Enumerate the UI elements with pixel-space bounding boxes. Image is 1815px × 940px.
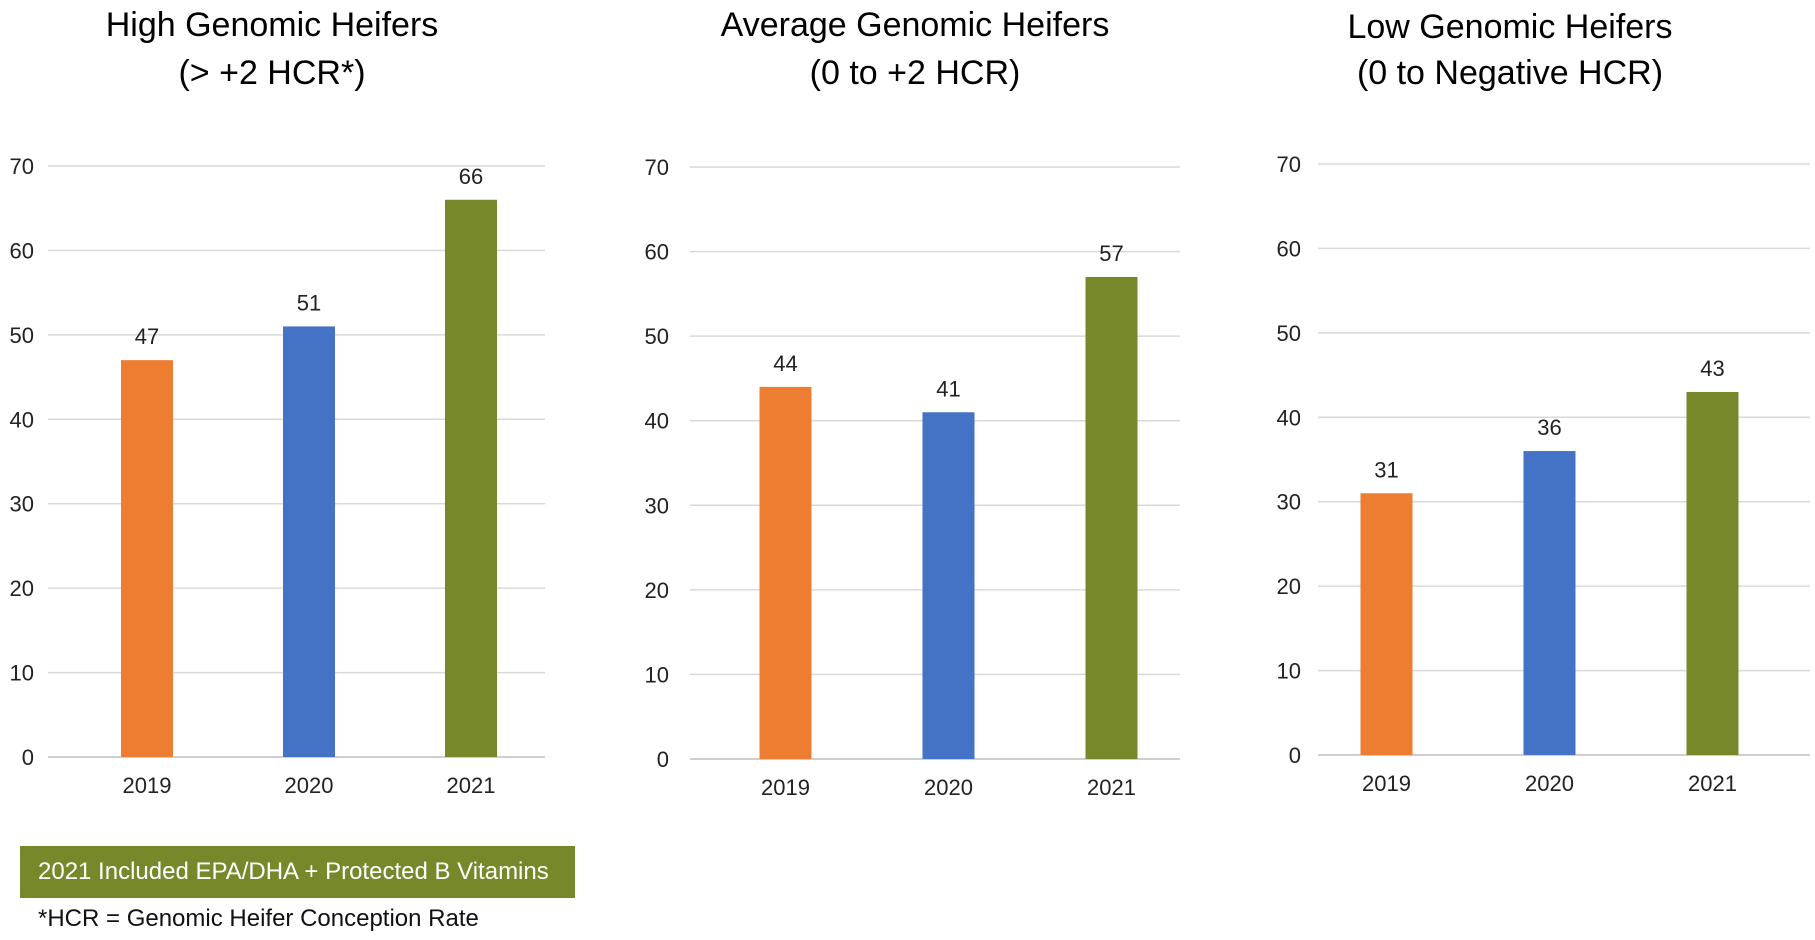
- y-tick-label: 10: [1277, 659, 1301, 684]
- hcr-footnote: *HCR = Genomic Heifer Conception Rate: [38, 905, 479, 932]
- y-tick-label: 40: [645, 409, 669, 434]
- y-tick-label: 0: [22, 745, 34, 770]
- y-tick-label: 50: [645, 324, 669, 349]
- y-tick-label: 30: [10, 492, 34, 517]
- bar-2019: [121, 360, 173, 757]
- x-tick-label: 2021: [447, 773, 496, 798]
- y-tick-label: 60: [645, 240, 669, 265]
- y-tick-label: 0: [657, 747, 669, 772]
- data-label: 57: [1099, 241, 1123, 266]
- x-tick-label: 2020: [1525, 771, 1574, 796]
- y-tick-label: 60: [1277, 236, 1301, 261]
- data-label: 44: [773, 351, 797, 376]
- bar-2021: [1085, 276, 1138, 759]
- bar-2019: [1360, 493, 1413, 755]
- y-tick-label: 70: [645, 155, 669, 180]
- supplement-note-text: 2021 Included EPA/DHA + Protected B Vita…: [38, 858, 549, 885]
- supplement-note-badge: 2021 Included EPA/DHA + Protected B Vita…: [20, 846, 575, 898]
- charts-area: High Genomic Heifers (> +2 HCR*) 0 10 20 30 40…: [10, 6, 1810, 800]
- y-tick-label: 70: [1277, 152, 1301, 177]
- bar-2020: [922, 412, 975, 759]
- chart-title-line-1: Low Genomic Heifers: [1347, 8, 1672, 46]
- y-tick-label: 70: [10, 154, 34, 179]
- y-tick-label: 10: [645, 662, 669, 687]
- y-tick-label: 20: [10, 576, 34, 601]
- y-tick-label: 20: [1277, 574, 1301, 599]
- chart-title-line-1: High Genomic Heifers: [106, 6, 439, 44]
- bar-2019: [759, 386, 812, 759]
- x-tick-label: 2020: [924, 775, 973, 800]
- y-tick-label: 30: [645, 493, 669, 518]
- chart-title-line-2: (> +2 HCR*): [178, 54, 365, 92]
- data-label: 51: [297, 290, 321, 315]
- x-tick-label: 2021: [1087, 775, 1136, 800]
- chart-title-line-2: (0 to Negative HCR): [1357, 54, 1663, 92]
- y-tick-label: 50: [10, 323, 34, 348]
- x-tick-label: 2019: [1362, 771, 1411, 796]
- bar-2020: [1523, 451, 1576, 755]
- x-tick-label: 2021: [1688, 771, 1737, 796]
- data-label: 66: [459, 164, 483, 189]
- data-label: 36: [1537, 415, 1561, 440]
- bar-2021: [445, 199, 497, 757]
- data-label: 43: [1700, 356, 1724, 381]
- x-tick-label: 2020: [285, 773, 334, 798]
- y-tick-label: 40: [1277, 405, 1301, 430]
- y-tick-label: 20: [645, 578, 669, 603]
- data-label: 31: [1374, 457, 1398, 482]
- data-label: 47: [135, 324, 159, 349]
- y-tick-label: 30: [1277, 490, 1301, 515]
- chart-title-line-2: (0 to +2 HCR): [810, 54, 1021, 92]
- y-tick-label: 0: [1289, 743, 1301, 768]
- bar-2021: [1686, 391, 1739, 755]
- bar-2020: [283, 326, 335, 757]
- x-tick-label: 2019: [123, 773, 172, 798]
- y-tick-label: 60: [10, 238, 34, 263]
- y-tick-label: 40: [10, 407, 34, 432]
- x-tick-label: 2019: [761, 775, 810, 800]
- y-tick-label: 50: [1277, 321, 1301, 346]
- y-tick-label: 10: [10, 661, 34, 686]
- chart-title-line-1: Average Genomic Heifers: [721, 6, 1110, 44]
- data-label: 41: [936, 376, 960, 401]
